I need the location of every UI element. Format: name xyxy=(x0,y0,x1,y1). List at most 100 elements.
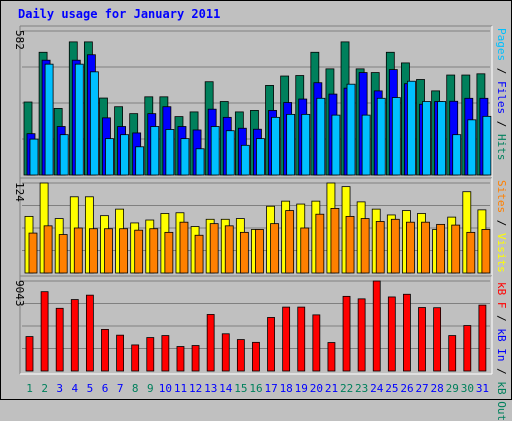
bar-sites-day-30 xyxy=(466,231,476,274)
bar-pages-day-5 xyxy=(89,71,99,176)
bar-pages-day-3 xyxy=(59,134,69,176)
y-max-label: 582 xyxy=(13,30,26,50)
bar-pages-day-22 xyxy=(346,83,356,176)
bar-pages-day-12 xyxy=(195,148,205,176)
bar-sites-day-6 xyxy=(104,228,113,274)
x-tick-label-14: 14 xyxy=(219,382,233,395)
bar-pages-day-23 xyxy=(361,114,371,176)
bar-sites-day-31 xyxy=(481,229,491,274)
bar-sites-day-25 xyxy=(390,218,400,274)
bar-kbf-day-12 xyxy=(191,345,200,372)
x-tick-label-29: 29 xyxy=(446,382,459,395)
bar-kbf-day-14 xyxy=(221,333,230,372)
bar-pages-day-14 xyxy=(225,130,235,176)
bar-sites-day-29 xyxy=(451,224,461,274)
bar-kbf-day-15 xyxy=(236,339,245,372)
x-tick-label-19: 19 xyxy=(295,382,308,395)
bar-pages-day-2 xyxy=(44,63,54,176)
x-tick-label-28: 28 xyxy=(431,382,444,395)
bar-kbf-day-19 xyxy=(297,306,306,372)
chart-title: Daily usage for January 2011 xyxy=(18,7,221,21)
bar-kbf-day-10 xyxy=(161,335,170,372)
bar-sites-day-23 xyxy=(360,218,370,274)
bar-sites-day-18 xyxy=(285,210,295,274)
bar-pages-day-28 xyxy=(437,101,447,176)
bar-kbf-day-30 xyxy=(463,325,472,372)
y-max-label: 9043 xyxy=(13,280,26,307)
x-tick-label-16: 16 xyxy=(249,382,262,395)
bar-pages-day-20 xyxy=(316,97,326,176)
bar-kbf-day-16 xyxy=(252,341,260,372)
bar-sites-day-26 xyxy=(406,221,415,274)
x-tick-label-12: 12 xyxy=(189,382,202,395)
bar-pages-day-24 xyxy=(376,97,386,176)
bar-kbf-day-21 xyxy=(327,342,336,372)
bar-kbf-day-9 xyxy=(146,337,155,372)
bar-kbf-day-2 xyxy=(40,291,49,372)
bar-kbf-day-13 xyxy=(206,314,215,372)
x-tick-label-13: 13 xyxy=(204,382,217,395)
bar-kbf-day-18 xyxy=(282,306,291,372)
bottom-panel-legend: kB F / kB In / kB Out xyxy=(495,282,508,421)
bar-pages-day-11 xyxy=(180,138,190,176)
x-tick-label-6: 6 xyxy=(102,382,109,395)
bar-pages-day-30 xyxy=(467,119,477,176)
bar-sites-day-11 xyxy=(179,221,189,274)
bar-sites-day-4 xyxy=(73,227,83,274)
bar-pages-day-8 xyxy=(135,146,145,176)
x-tick-label-9: 9 xyxy=(147,382,154,395)
bar-sites-day-8 xyxy=(134,229,144,274)
bar-sites-day-28 xyxy=(436,223,446,274)
bar-sites-day-24 xyxy=(375,221,385,274)
x-tick-label-8: 8 xyxy=(132,382,139,395)
bar-sites-day-13 xyxy=(209,223,219,274)
x-tick-label-20: 20 xyxy=(310,382,323,395)
bar-sites-day-9 xyxy=(149,228,159,274)
bar-sites-day-16 xyxy=(255,229,264,274)
bar-kbf-day-17 xyxy=(267,317,275,372)
bar-sites-day-1 xyxy=(28,232,38,274)
x-tick-label-10: 10 xyxy=(159,382,172,395)
top-panel-legend: Pages / Files / Hits xyxy=(495,28,508,161)
bar-pages-day-21 xyxy=(331,114,341,176)
bar-kbf-day-3 xyxy=(55,307,64,372)
bar-pages-day-7 xyxy=(120,134,129,176)
x-tick-label-17: 17 xyxy=(264,382,277,395)
bar-pages-day-26 xyxy=(407,80,416,176)
bar-sites-day-17 xyxy=(270,223,279,274)
bar-kbf-day-23 xyxy=(357,298,366,372)
bar-sites-day-14 xyxy=(224,225,234,274)
bar-kbf-day-29 xyxy=(448,335,457,372)
bar-pages-day-10 xyxy=(165,129,175,176)
x-tick-label-22: 22 xyxy=(340,382,353,395)
bar-sites-day-22 xyxy=(345,215,355,274)
bar-sites-day-10 xyxy=(164,231,174,274)
bar-pages-day-16 xyxy=(256,138,265,176)
bar-sites-day-2 xyxy=(43,225,53,274)
bar-sites-day-5 xyxy=(88,228,98,274)
bar-sites-day-21 xyxy=(330,208,340,274)
x-tick-label-27: 27 xyxy=(415,382,428,395)
bar-kbf-day-27 xyxy=(418,307,426,372)
bar-pages-day-13 xyxy=(210,126,220,176)
bar-pages-day-17 xyxy=(271,116,280,176)
bar-kbf-day-4 xyxy=(70,299,79,372)
x-tick-label-3: 3 xyxy=(56,382,63,395)
legend-visits: Visits xyxy=(495,233,508,273)
x-tick-label-23: 23 xyxy=(355,382,368,395)
bar-kbf-day-11 xyxy=(176,346,185,372)
bar-kbf-day-25 xyxy=(387,296,396,372)
x-tick-label-11: 11 xyxy=(174,382,187,395)
bar-sites-day-27 xyxy=(421,221,430,274)
bar-pages-day-9 xyxy=(150,126,160,176)
legend-files: Files xyxy=(495,81,508,115)
x-tick-label-15: 15 xyxy=(234,382,247,395)
x-tick-label-24: 24 xyxy=(370,382,384,395)
bar-sites-day-15 xyxy=(239,231,249,274)
x-tick-label-30: 30 xyxy=(461,382,474,395)
x-tick-label-7: 7 xyxy=(117,382,124,395)
bar-sites-day-7 xyxy=(119,228,128,274)
legend-kb-out: kB Out xyxy=(495,381,508,421)
bar-pages-day-6 xyxy=(105,138,114,176)
